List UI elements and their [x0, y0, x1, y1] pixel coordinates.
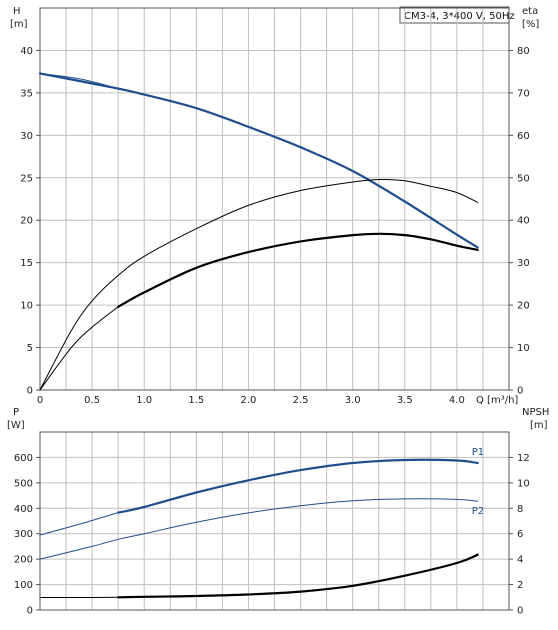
x-tick-label: 3.5	[397, 395, 413, 406]
series-label-p1: P1	[472, 447, 484, 458]
right-axis-unit-top: [%]	[522, 19, 539, 30]
right-tick-label: 12	[517, 453, 530, 464]
left-axis-label-top: H	[13, 6, 21, 17]
right-tick-label: 8	[517, 504, 523, 515]
panel-top-marks: 0 5 10 15 20 25 30 35 40 0 10 20 30 40 50 60 70 80 0 0.5 1.0…	[20, 7, 530, 406]
right-tick-label: 50	[517, 173, 530, 184]
right-tick-label: 60	[517, 131, 530, 142]
right-axis-label-bottom: NPSH	[522, 407, 549, 418]
right-axis-unit-bottom: [m]	[530, 420, 548, 431]
x-tick-label: 1.5	[188, 395, 204, 406]
series-line-h	[38, 72, 479, 249]
right-tick-label: 40	[517, 216, 530, 227]
x-tick-label: 2.5	[293, 395, 309, 406]
left-tick-label: 600	[14, 453, 33, 464]
x-tick-label: 2.0	[240, 395, 256, 406]
right-tick-label: 70	[517, 88, 530, 99]
top-panel: H [m] eta [%] Q [m³/h] CM3-4, 3*400 V, 5…	[10, 6, 539, 406]
left-tick-label: 35	[20, 88, 33, 99]
plot-frame	[39, 431, 510, 611]
left-tick-label: 0	[27, 606, 33, 617]
right-tick-label: 2	[517, 580, 523, 591]
series-line-eta-ext	[39, 306, 119, 391]
series-line-p1	[117, 458, 479, 514]
left-tick-label: 500	[14, 478, 33, 489]
left-tick-label: 5	[27, 343, 33, 354]
plot-frame	[39, 7, 510, 391]
right-tick-label: 10	[517, 478, 530, 489]
left-tick-label: 200	[14, 555, 33, 566]
left-tick-label: 40	[20, 46, 33, 57]
left-tick-label: 0	[27, 386, 33, 397]
left-axis-unit-top: [m]	[10, 19, 28, 30]
left-axis-unit-bottom: [W]	[7, 420, 25, 431]
series-line-npsh	[117, 553, 479, 599]
right-tick-label: 80	[517, 46, 530, 57]
left-tick-label: 25	[20, 173, 33, 184]
bottom-panel: P [W] NPSH [m]	[7, 407, 549, 431]
x-tick-label: 0	[37, 395, 43, 406]
right-axis-label-top: eta	[522, 6, 538, 17]
series-line-eta	[117, 232, 479, 308]
right-tick-label: 0	[517, 606, 523, 617]
series-line-eta-upper	[39, 178, 479, 391]
chart-title: CM3-4, 3*400 V, 50Hz	[404, 11, 515, 22]
left-tick-label: 300	[14, 529, 33, 540]
right-tick-label: 30	[517, 258, 530, 269]
left-axis-label-bottom: P	[13, 407, 19, 418]
right-tick-label: 10	[517, 343, 530, 354]
left-tick-label: 15	[20, 258, 33, 269]
right-tick-label: 20	[517, 301, 530, 312]
x-axis-label: Q [m³/h]	[476, 395, 518, 406]
left-tick-label: 400	[14, 504, 33, 515]
x-tick-label: 1.0	[136, 395, 152, 406]
series-line-p2	[39, 498, 479, 560]
right-tick-label: 0	[517, 386, 523, 397]
x-tick-label: 4.0	[449, 395, 465, 406]
right-tick-label: 6	[517, 529, 523, 540]
series-line-h-ext	[39, 72, 119, 90]
x-tick-label: 3.0	[345, 395, 361, 406]
panel-bottom-marks: 0 100 200 300 400 500 600 0 2 4 6 8 10 12 P1 P2	[14, 431, 530, 617]
x-tick-label: 0.5	[84, 395, 100, 406]
left-tick-label: 100	[14, 580, 33, 591]
series-label-p2: P2	[472, 506, 484, 517]
right-tick-label: 4	[517, 555, 523, 566]
series-line-p1-ext	[39, 512, 119, 536]
left-tick-label: 30	[20, 131, 33, 142]
left-tick-label: 10	[20, 301, 33, 312]
left-tick-label: 20	[20, 216, 33, 227]
